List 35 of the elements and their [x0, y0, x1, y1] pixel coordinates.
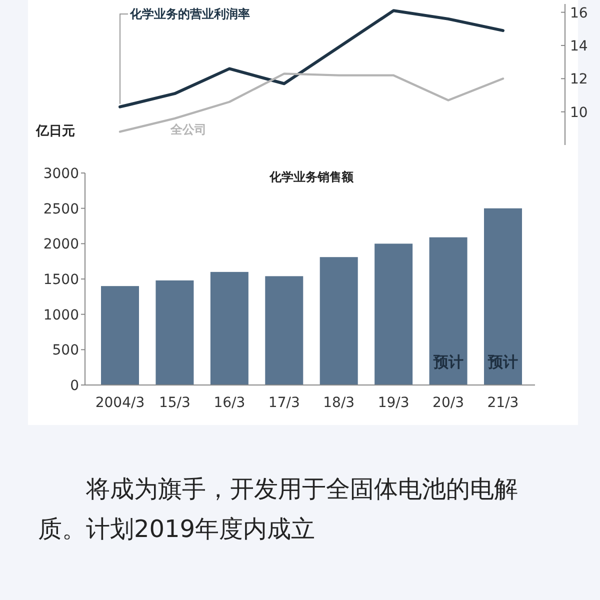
y-tick-label: 2500 — [43, 201, 79, 218]
bar — [484, 208, 522, 385]
text: 化学业务的营业利润率 — [129, 7, 250, 21]
chart-title: 化学业务销售额 — [268, 170, 354, 184]
x-tick-label: 19/3 — [378, 395, 410, 411]
series-label: 全公司 — [170, 122, 207, 136]
y-tick-label: 3000 — [43, 166, 79, 182]
x-tick-label: 18/3 — [323, 395, 355, 411]
annotation: 预计 — [487, 353, 518, 371]
x-tick-label: 2004/3 — [95, 395, 145, 411]
x-tick-label: 16/3 — [214, 395, 246, 411]
bar — [429, 237, 468, 385]
text: 将成为旗手，开发用于全固体电池的电解质。计划2019年度内成立 — [38, 475, 518, 543]
y-tick-label: 1000 — [43, 307, 79, 324]
y-tick-label: 0 — [70, 378, 79, 394]
bar — [374, 244, 413, 385]
y-tick-label: 2000 — [43, 236, 79, 253]
y-tick-label: 16 — [570, 5, 588, 22]
x-tick-label: 17/3 — [268, 395, 300, 411]
x-tick-label: 20/3 — [432, 395, 464, 411]
line-series — [118, 9, 504, 108]
x-tick-label: 21/3 — [487, 395, 519, 411]
y-tick-label: 10 — [570, 104, 588, 121]
bar — [320, 257, 358, 385]
annotation: 预计 — [432, 353, 464, 371]
y-tick-label: 14 — [570, 38, 588, 54]
bar — [210, 272, 248, 385]
bar — [101, 286, 139, 385]
y-tick-label: 500 — [52, 342, 79, 359]
y-tick-label: 1500 — [43, 272, 79, 288]
y-axis-title: 亿日元 — [35, 124, 75, 139]
y-tick-label: 12 — [570, 72, 588, 88]
x-tick-label: 15/3 — [158, 395, 190, 411]
bar — [265, 276, 304, 385]
bar — [156, 280, 194, 385]
